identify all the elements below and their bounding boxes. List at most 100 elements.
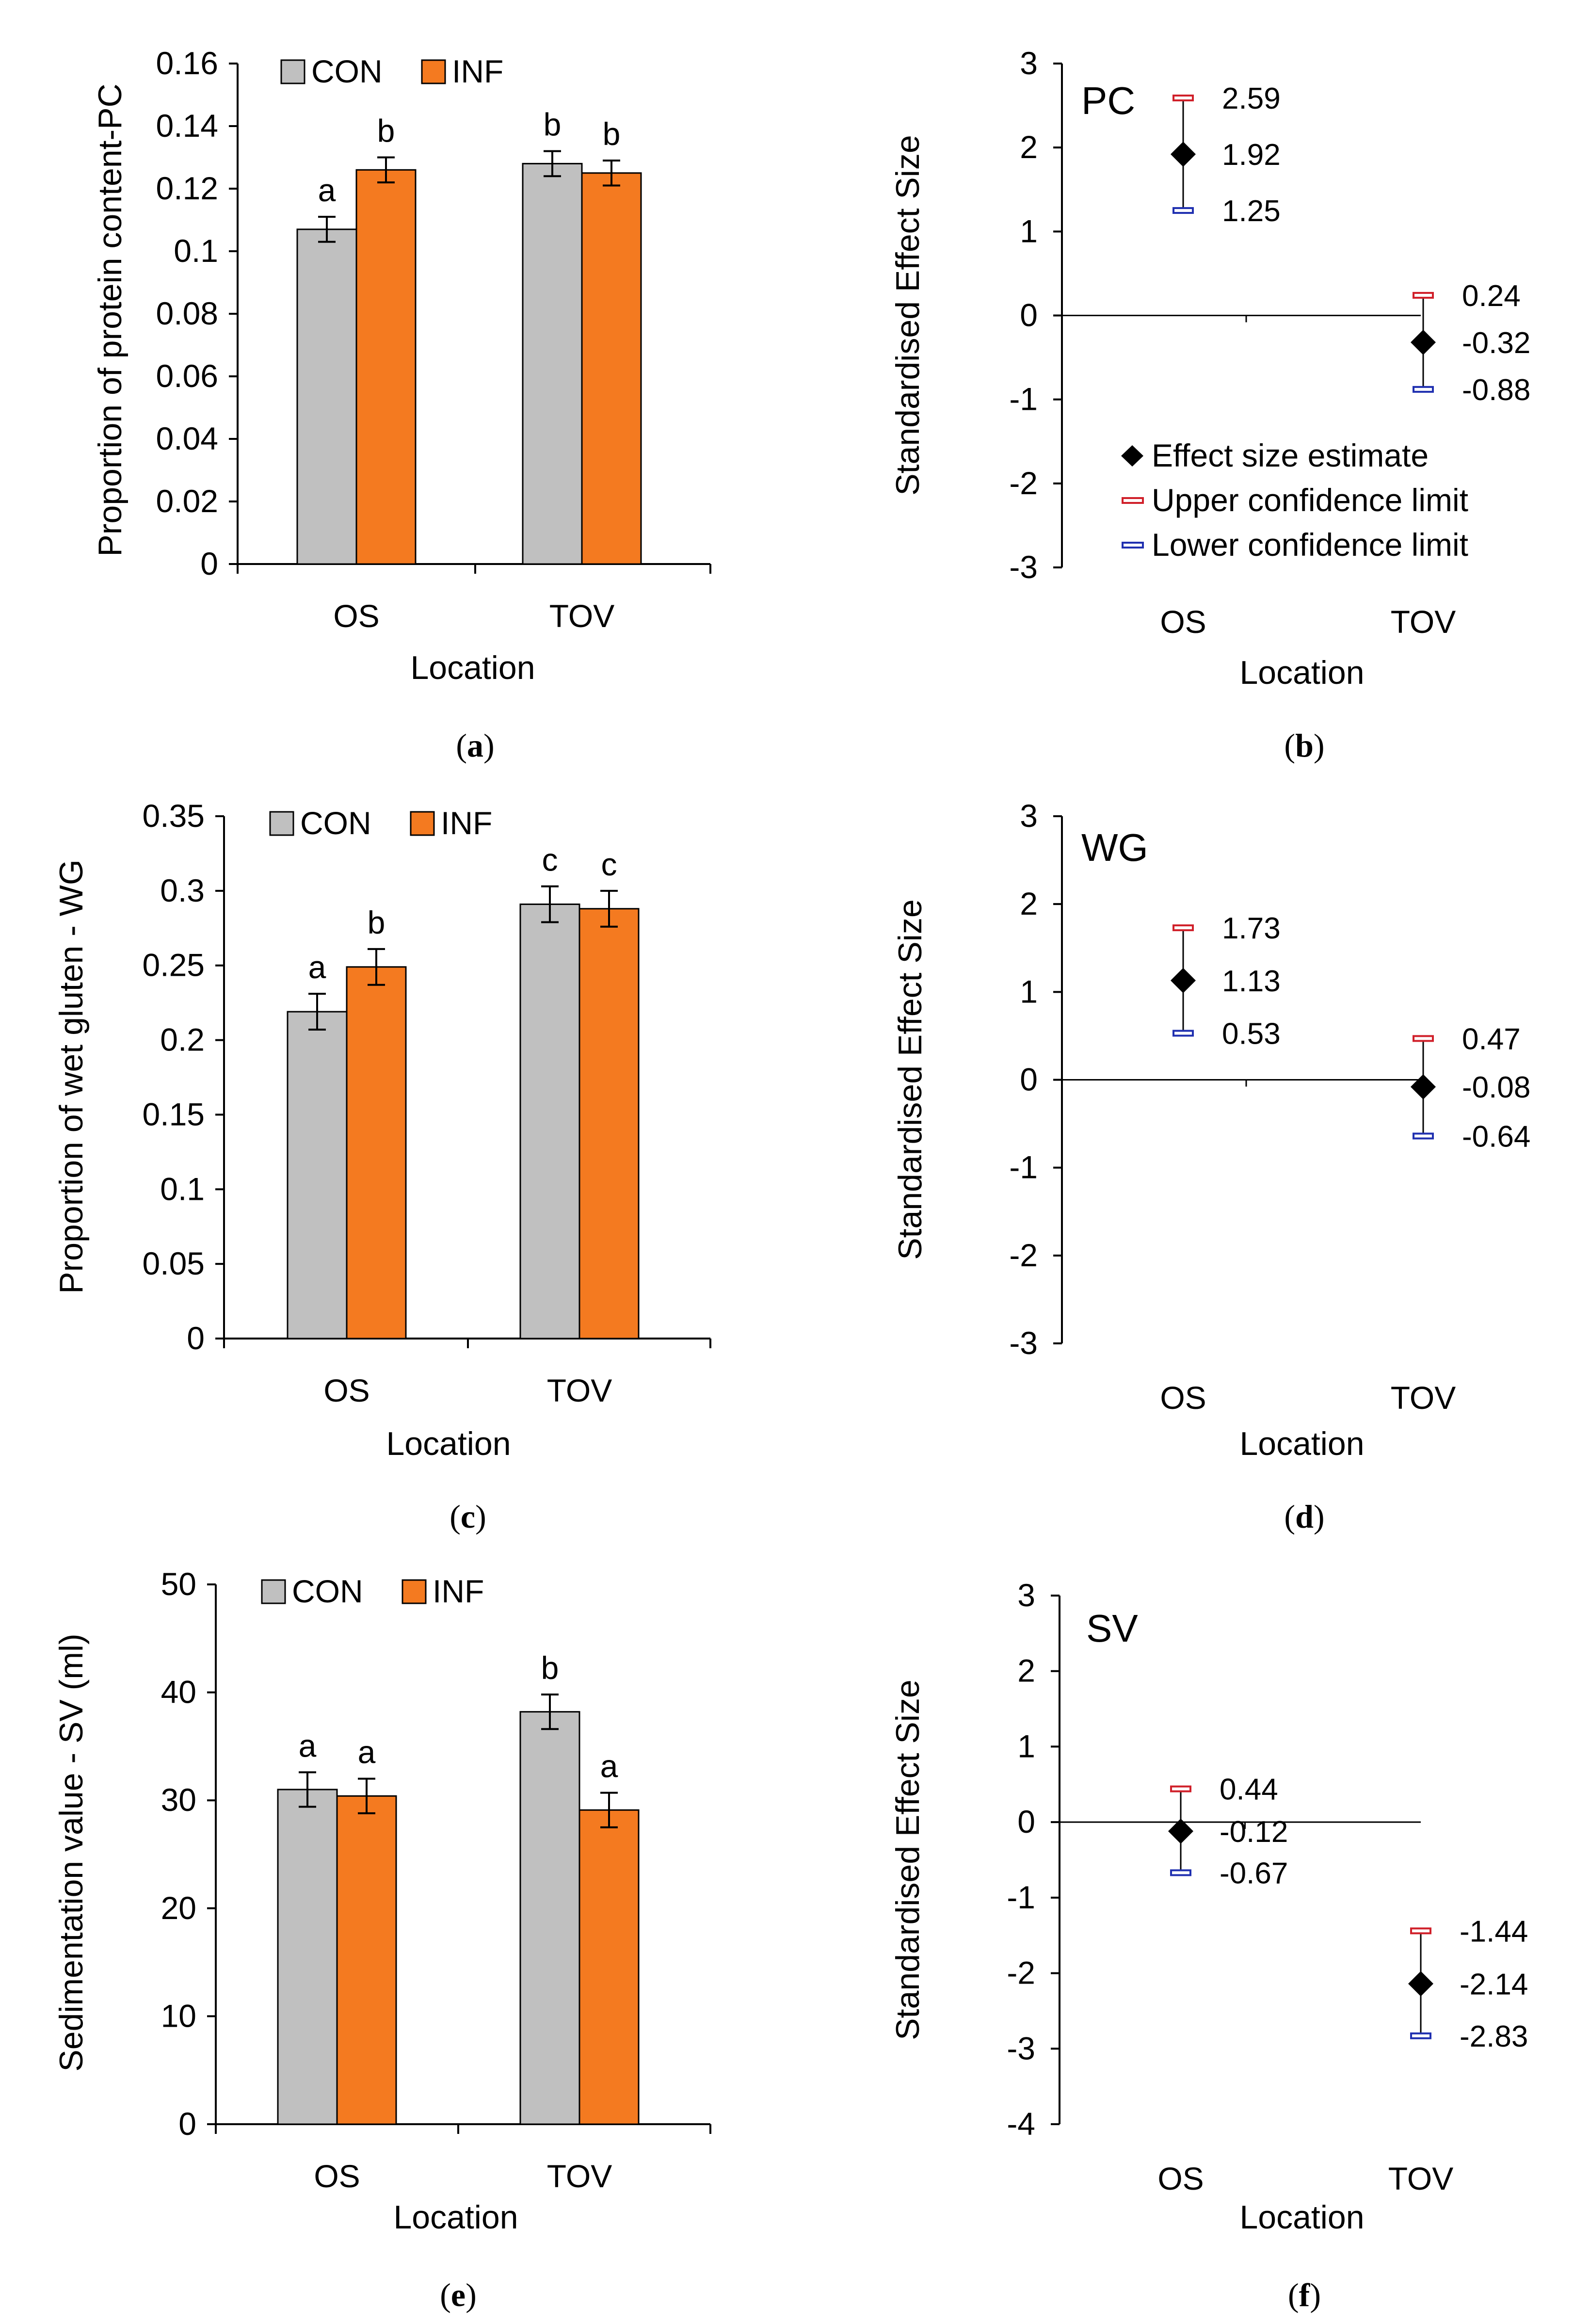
y-tick-label: 0.3	[160, 872, 205, 908]
lower-limit-marker	[1413, 386, 1434, 393]
lower-value-label: 0.53	[1222, 1017, 1281, 1050]
legend-swatch-con	[280, 59, 305, 84]
estimate-value-label: -0.08	[1462, 1071, 1530, 1104]
y-tick-label: 0.16	[156, 45, 218, 81]
x-tick-label: OS	[323, 1372, 369, 1408]
y-tick-label: -2	[1009, 1237, 1038, 1273]
y-axis-title: Proportion of wet gluten - WG	[53, 859, 90, 1294]
y-tick-label: 3	[1020, 45, 1038, 81]
x-tick-label: OS	[1160, 1380, 1206, 1416]
x-tick-label: TOV	[549, 598, 614, 634]
panel-label: (f)	[1288, 2276, 1321, 2313]
y-tick-label: -1	[1009, 1149, 1038, 1185]
y-tick-label: 0.12	[156, 170, 218, 206]
y-tick-label: 2	[1017, 1653, 1035, 1689]
legend-label-inf: INF	[433, 1573, 484, 1609]
y-tick-label: 0.2	[160, 1022, 205, 1058]
legend-label-con: CON	[292, 1573, 363, 1609]
y-tick-label: 0.1	[174, 233, 218, 269]
estimate-marker	[1411, 1074, 1436, 1099]
y-tick-label: 40	[161, 1674, 196, 1710]
lower-value-label: -0.88	[1462, 373, 1530, 407]
lower-limit-marker	[1410, 2032, 1431, 2039]
estimate-value-label: -2.14	[1460, 1968, 1528, 2001]
upper-limit-marker	[1172, 924, 1194, 932]
effect-chart-d: -3 -2 -1 0 1 2 3 OS 1.73 1.13 0.53 TOV 0.47 -0.08 -0.6…	[892, 798, 1530, 1535]
y-tick-label: -3	[1009, 549, 1038, 585]
effect-chart-b: -3 -2 -1 0 1 2 3 OS 2.59 1.92 1.25 TOV 0.24 -0.32 -0.8…	[889, 45, 1530, 764]
legend-label-con: CON	[300, 805, 371, 841]
bar-chart-e: 0 10 20 30 40 50 OS a a TOV b a CON INF Location Sedime…	[53, 1566, 711, 2313]
y-axis-title: Standardised Effect Size	[892, 899, 929, 1259]
y-tick-label: 50	[161, 1566, 196, 1602]
effect-chart-f: -4 -3 -2 -1 0 1 2 3 OS 0.44 -0.12 -0.67 TOV -1.44 -2.1…	[889, 1577, 1528, 2313]
bar-con-os	[277, 1789, 338, 2125]
bar-inf-tov	[578, 908, 640, 1340]
legend-label-inf: INF	[441, 805, 492, 841]
y-tick-label: 3	[1017, 1577, 1035, 1613]
x-axis-title: Location	[386, 1425, 511, 1462]
significance-letter: c	[601, 846, 617, 882]
y-tick-label: 0.08	[156, 295, 218, 331]
significance-letter: b	[377, 113, 395, 149]
lower-limit-marker	[1172, 207, 1194, 214]
significance-letter: a	[318, 172, 336, 208]
bar-con-os	[296, 228, 357, 565]
legend-swatch-con	[261, 1579, 286, 1604]
y-axis-title: Standardised Effect Size	[889, 135, 926, 495]
lower-value-label: -2.83	[1460, 2020, 1528, 2053]
lower-limit-marker	[1170, 1869, 1191, 1876]
y-tick-label: -2	[1009, 465, 1038, 501]
upper-value-label: 2.59	[1222, 82, 1281, 115]
bar-con-os	[287, 1011, 348, 1340]
y-tick-label: 0	[187, 1320, 205, 1356]
figure-panels: 00.020.040.060.080.10.120.140.16OSabTOVb…	[53, 45, 1530, 2313]
upper-value-label: 1.73	[1222, 912, 1281, 945]
legend-lower-icon	[1122, 542, 1144, 549]
legend-swatch-inf	[402, 1579, 427, 1604]
bar-chart-c: 0 0.05 0.1 0.15 0.2 0.25 0.3 0.35 OS a b TOV c c CON IN…	[53, 798, 711, 1535]
y-tick-label: 0	[1020, 297, 1038, 333]
legend-label-inf: INF	[452, 53, 503, 89]
x-tick-label: TOV	[547, 2158, 612, 2194]
estimate-value-label: -0.32	[1462, 326, 1530, 360]
y-tick-label: 0.14	[156, 108, 218, 144]
bar-chart-a: 0 0.02 0.04 0.06 0.08 0.1 0.12 0.14 0.16 OS a b TOV b…	[92, 45, 711, 764]
estimate-value-label: 1.13	[1222, 965, 1281, 998]
bar-inf-os	[336, 1795, 397, 2125]
estimate-marker	[1408, 1971, 1433, 1997]
upper-value-label: 0.44	[1220, 1773, 1278, 1807]
y-tick-label: 0	[178, 2106, 196, 2142]
legend-label-lower: Lower confidence limit	[1152, 527, 1468, 563]
panel-inset-label: PC	[1081, 79, 1135, 122]
legend-swatch-inf	[421, 59, 446, 84]
y-tick-label: 0.15	[143, 1096, 205, 1132]
upper-limit-marker	[1172, 94, 1194, 101]
panel-label: (c)	[450, 1498, 486, 1535]
x-tick-label: TOV	[1388, 2161, 1453, 2196]
significance-letter: a	[358, 1734, 376, 1770]
y-axis-title: Proportion of protein content-PC	[92, 83, 128, 556]
y-tick-label: -1	[1009, 381, 1038, 417]
x-tick-label: TOV	[1391, 604, 1456, 640]
significance-letter: c	[542, 842, 558, 878]
y-tick-label: -4	[1007, 2106, 1035, 2142]
bar-inf-os	[355, 169, 417, 565]
panel-label: (d)	[1284, 1498, 1324, 1535]
y-tick-label: 10	[161, 1998, 196, 2034]
x-tick-label: OS	[1160, 604, 1206, 640]
significance-letter: b	[603, 116, 621, 152]
upper-value-label: -1.44	[1460, 1915, 1528, 1948]
upper-value-label: 0.47	[1462, 1022, 1521, 1056]
y-tick-label: -2	[1007, 1955, 1035, 1991]
x-axis-title: Location	[1239, 654, 1364, 691]
y-tick-label: 20	[161, 1890, 196, 1926]
significance-letter: a	[308, 949, 326, 985]
y-tick-label: -3	[1007, 2030, 1035, 2066]
estimate-marker	[1411, 329, 1436, 355]
legend-upper-icon	[1122, 497, 1144, 504]
significance-letter: a	[600, 1748, 618, 1784]
y-tick-label: 0.25	[143, 947, 205, 983]
bar-con-tov	[522, 162, 583, 565]
legend-label-upper: Upper confidence limit	[1152, 482, 1468, 518]
